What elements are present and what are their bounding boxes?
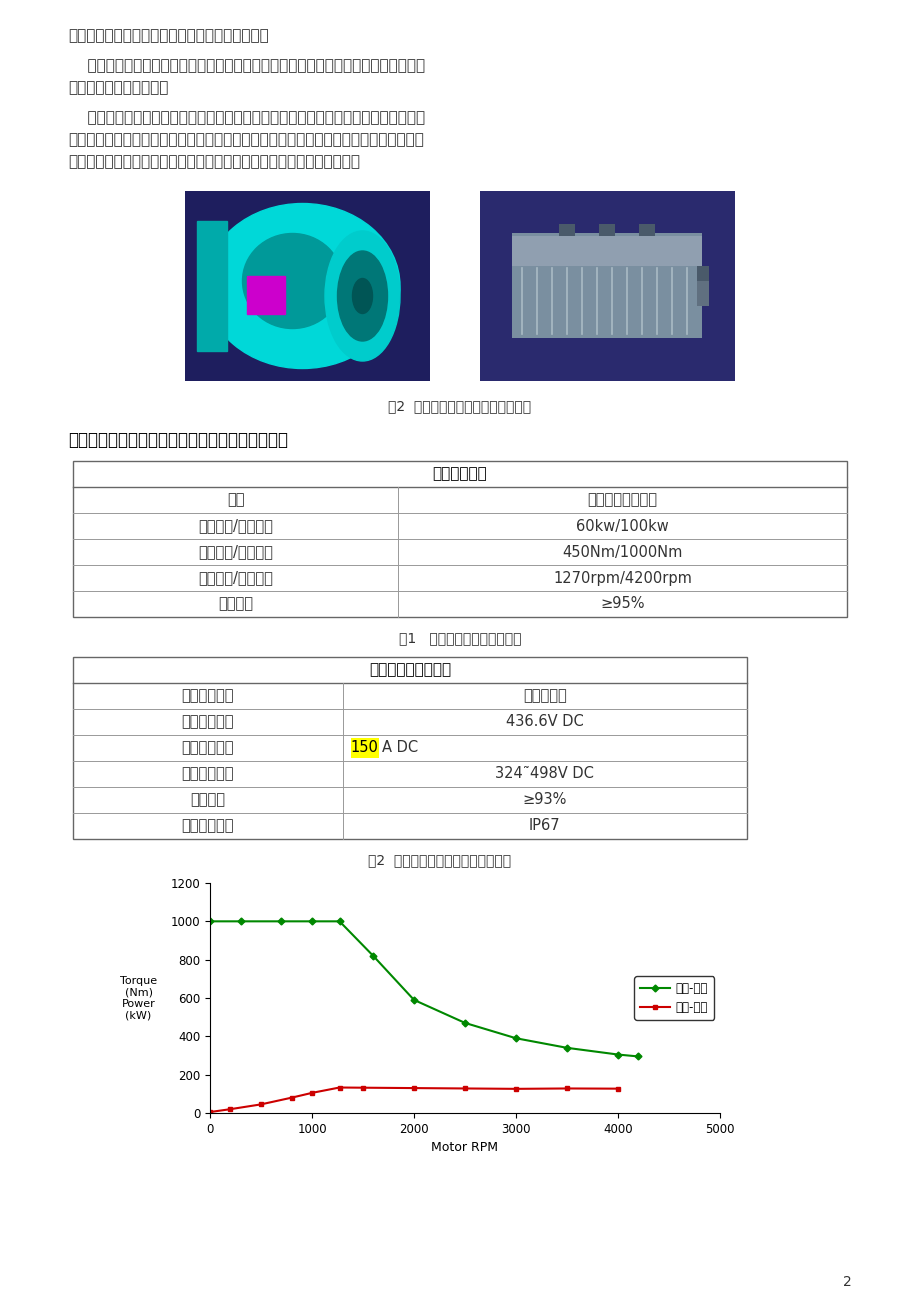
转速-功率 [255,1096,267,1112]
Bar [185,191,429,381]
Text: 表1   永磁同步电机基本参数表: 表1 永磁同步电机基本参数表 [398,631,521,644]
Text: 450Nm/1000Nm: 450Nm/1000Nm [562,544,682,560]
Text: ≥93%: ≥93% [522,793,566,807]
Bar [639,224,654,236]
Text: 水冷永磁同步电机: 水冷永磁同步电机 [587,492,657,508]
转速-功率 [286,1090,297,1105]
Text: 外壳防护等级: 外壳防护等级 [181,819,233,833]
Text: 2: 2 [843,1275,851,1289]
Text: 150: 150 [350,741,378,755]
Text: 额定峰值功率: 额定峰值功率 [181,689,233,703]
Text: 436.6V DC: 436.6V DC [505,715,583,729]
Bar [697,266,709,281]
Bar [73,658,746,838]
Text: 构简单，免维护，固有的高功率密度和高效率特点，并随着高速弱磁控制技术的突破，已: 构简单，免维护，固有的高功率密度和高效率特点，并随着高速弱磁控制技术的突破，已 [68,132,424,147]
Line: 转速-功率: 转速-功率 [208,1085,619,1115]
转速-功率 [204,1104,215,1120]
转速-扭矩 [276,914,287,930]
Text: 图2  水冷直驱永磁同步电机及控制器: 图2 水冷直驱永磁同步电机及控制器 [388,398,531,413]
Ellipse shape [324,230,400,361]
Text: 额定输入电压: 额定输入电压 [181,715,233,729]
转速-扭矩 [306,914,317,930]
转速-扭矩 [612,1047,623,1062]
Text: 电机基本参数: 电机基本参数 [432,466,487,482]
转速-扭矩 [368,948,379,963]
Bar [247,276,285,314]
Ellipse shape [337,251,387,341]
Text: 降低、体积和重量大，不适合免维护和高速运转。: 降低、体积和重量大，不适合免维护和高速运转。 [68,29,268,43]
Text: 额定输入电流: 额定输入电流 [181,741,233,755]
Ellipse shape [352,279,372,314]
Text: 经被国内外公认为电动汽车用最具备竞争力和发展潜力的电机驱动型式。: 经被国内外公认为电动汽车用最具备竞争力和发展潜力的电机驱动型式。 [68,154,359,169]
Text: 永磁同步电机驱动系统由于采用永磁体替代传统同步电机励磁绕组，降低了铜损，结: 永磁同步电机驱动系统由于采用永磁体替代传统同步电机励磁绕组，降低了铜损，结 [68,109,425,125]
Bar [480,191,734,381]
转速-功率 [459,1081,470,1096]
转速-扭矩 [459,1016,470,1031]
转速-扭矩 [334,914,345,930]
转速-扭矩 [408,992,419,1008]
Text: Torque
(Nm)
Power
(kW): Torque (Nm) Power (kW) [119,975,157,1021]
Bar [73,461,846,617]
转速-功率 [510,1081,521,1096]
Legend: 转速-扭矩, 转速-功率: 转速-扭矩, 转速-功率 [634,976,713,1019]
转速-功率 [561,1081,572,1096]
转速-扭矩 [561,1040,572,1056]
转速-功率 [334,1079,345,1095]
Text: 与电机匹配: 与电机匹配 [522,689,566,703]
Text: 形式: 形式 [227,492,244,508]
Bar [350,738,379,758]
Text: 工作电压范围: 工作电压范围 [181,767,233,781]
Text: 额定转速/最大转速: 额定转速/最大转速 [198,570,273,586]
转速-功率 [224,1101,235,1117]
Text: 额定功率/最大功率: 额定功率/最大功率 [198,518,273,534]
X-axis label: Motor RPM: Motor RPM [431,1142,498,1155]
Text: 额定扭矩/最大扭矩: 额定扭矩/最大扭矩 [198,544,273,560]
Ellipse shape [243,233,342,328]
Text: 电机效率: 电机效率 [218,596,253,612]
转速-功率 [612,1081,623,1096]
Ellipse shape [205,203,400,368]
Text: 60kw/100kw: 60kw/100kw [575,518,668,534]
Text: 福田纯电动客车配套水冷永磁同步电机基本参数：: 福田纯电动客车配套水冷永磁同步电机基本参数： [68,431,288,449]
Text: 机为水冷永磁同步电机。: 机为水冷永磁同步电机。 [68,79,168,95]
转速-功率 [306,1085,317,1100]
Text: ≥95%: ≥95% [599,596,644,612]
转速-扭矩 [510,1030,521,1046]
Line: 转速-扭矩: 转速-扭矩 [208,919,641,1059]
Bar [559,224,575,236]
转速-功率 [408,1081,419,1096]
Bar [512,233,702,339]
Bar [697,281,709,306]
Text: 表2  永磁同步电机控制器基本参数表: 表2 永磁同步电机控制器基本参数表 [368,853,511,867]
转速-扭矩 [235,914,246,930]
Text: A DC: A DC [381,741,417,755]
Text: 电机控制器基本参数: 电机控制器基本参数 [369,663,450,677]
转速-扭矩 [632,1048,643,1064]
Text: IP67: IP67 [528,819,560,833]
Bar [512,236,702,266]
Text: 额定效率: 额定效率 [190,793,225,807]
转速-功率 [357,1079,369,1095]
Text: 福田汽车所开发纯电动物流所选用电机驱动系统包括驱动电机和电机控制器。驱动电: 福田汽车所开发纯电动物流所选用电机驱动系统包括驱动电机和电机控制器。驱动电 [68,59,425,73]
Text: 324˜498V DC: 324˜498V DC [494,767,594,781]
转速-扭矩 [204,914,215,930]
Text: 1270rpm/4200rpm: 1270rpm/4200rpm [552,570,691,586]
Bar [198,221,227,352]
Bar [599,224,615,236]
